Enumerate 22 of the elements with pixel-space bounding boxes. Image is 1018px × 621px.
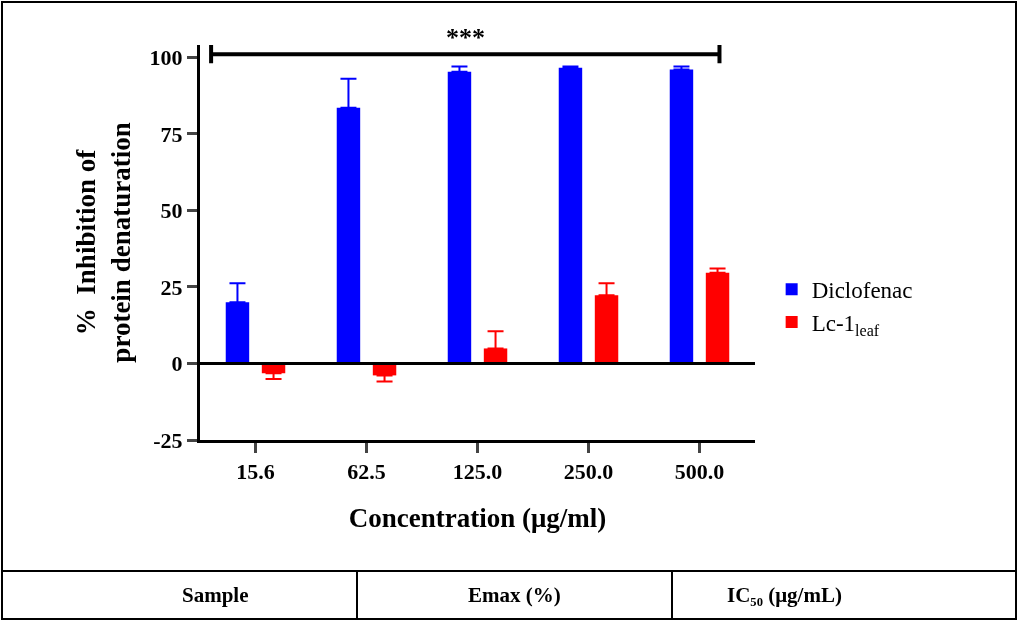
legend-label: Diclofenac <box>811 278 913 304</box>
y-tick-label: 50 <box>160 198 183 224</box>
text: Sample <box>182 583 249 607</box>
x-tick-label: 500.0 <box>674 459 725 485</box>
text: IC₅₀ (μg/mL) <box>727 583 842 607</box>
y-tick-label: 75 <box>160 121 183 147</box>
y-axis-title: % Inhibition of protein denaturation <box>70 122 136 363</box>
bar <box>558 67 583 364</box>
bar <box>669 69 694 364</box>
x-tick-label: 125.0 <box>452 459 503 485</box>
legend-label: Lc-1$_{leaf}$ <box>811 311 880 339</box>
ref-line-label: *** <box>446 23 485 52</box>
y-tick-label: 25 <box>160 274 183 300</box>
x-tick-label: 250.0 <box>563 459 614 485</box>
y-tick-label: 0 <box>171 351 183 377</box>
y-tick-label: 100 <box>149 44 183 70</box>
x-tick-label: 15.6 <box>236 459 275 485</box>
x-axis-title: Concentration (μg/ml) <box>348 502 607 533</box>
bar <box>705 272 730 364</box>
text: Emax (%) <box>468 583 561 607</box>
x-tick-label: 62.5 <box>347 459 386 485</box>
y-tick-label: -25 <box>153 427 183 453</box>
